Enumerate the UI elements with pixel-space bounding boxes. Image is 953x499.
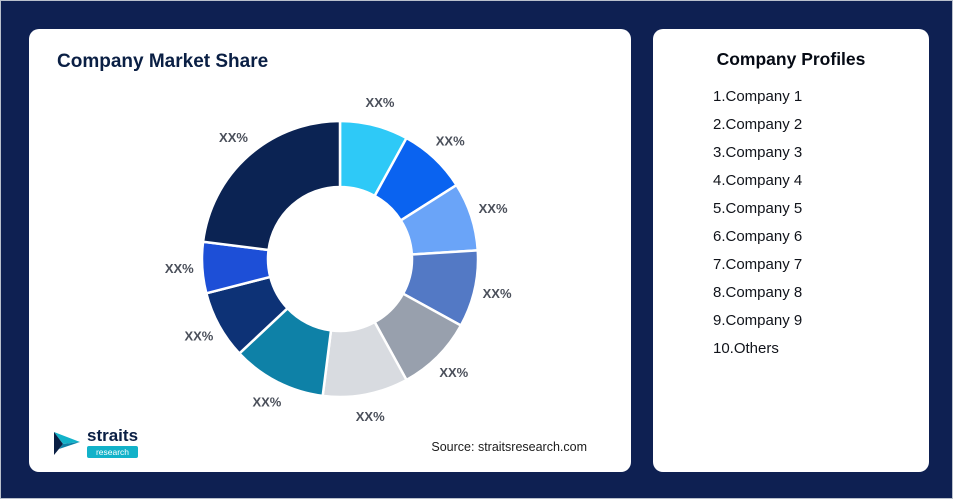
chart-title: Company Market Share [57, 51, 269, 72]
donut-chart: XX% XX% XX% XX% XX% XX% XX% XX% XX% XX% [165, 95, 512, 424]
slice-label: XX% [439, 365, 468, 380]
list-item: 4.Company 4 [713, 172, 803, 189]
list-item: 3.Company 3 [713, 144, 803, 161]
list-item: 1.Company 1 [713, 88, 803, 105]
source-text: Source: straitsresearch.com [431, 440, 587, 454]
profiles-title: Company Profiles [716, 49, 866, 69]
logo-subtitle: research [87, 446, 139, 458]
company-list: 1.Company 1 2.Company 2 3.Company 3 4.Compa… [653, 88, 929, 358]
slice-label: XX% [356, 409, 385, 424]
donut-segment [201, 119, 342, 252]
slice-label: XX% [219, 130, 248, 145]
list-item: 7.Company 7 [713, 256, 803, 273]
list-item: 2.Company 2 [713, 116, 803, 133]
list-item: 5.Company 5 [713, 200, 803, 217]
company-profiles-card: Company Profiles 1.Company 1 2.Company 2 3… [653, 29, 929, 472]
list-item: 6.Company 6 [713, 228, 803, 245]
straits-logo: straits research [53, 426, 139, 458]
slice-label: XX% [184, 329, 213, 344]
logo-name: straits [87, 426, 139, 445]
slice-label: XX% [252, 395, 281, 410]
slice-label: XX% [366, 95, 395, 110]
slice-label: XX% [165, 261, 194, 276]
slice-label: XX% [479, 201, 508, 216]
chart-footer: straits research Source: straitsresearch… [53, 427, 607, 458]
logo-text: straits research [87, 426, 139, 458]
slice-label: XX% [436, 134, 465, 149]
straits-logo-icon [54, 431, 80, 455]
list-item: 10.Others [713, 340, 779, 357]
list-item: 9.Company 9 [713, 312, 803, 329]
slice-label: XX% [483, 286, 512, 301]
list-item: 8.Company 8 [713, 284, 803, 301]
market-share-card: Company Market Share XX% XX% XX% XX% XX% XX% X… [29, 29, 631, 472]
donut-chart-area: XX% XX% XX% XX% XX% XX% XX% XX% XX% XX% [50, 75, 610, 441]
